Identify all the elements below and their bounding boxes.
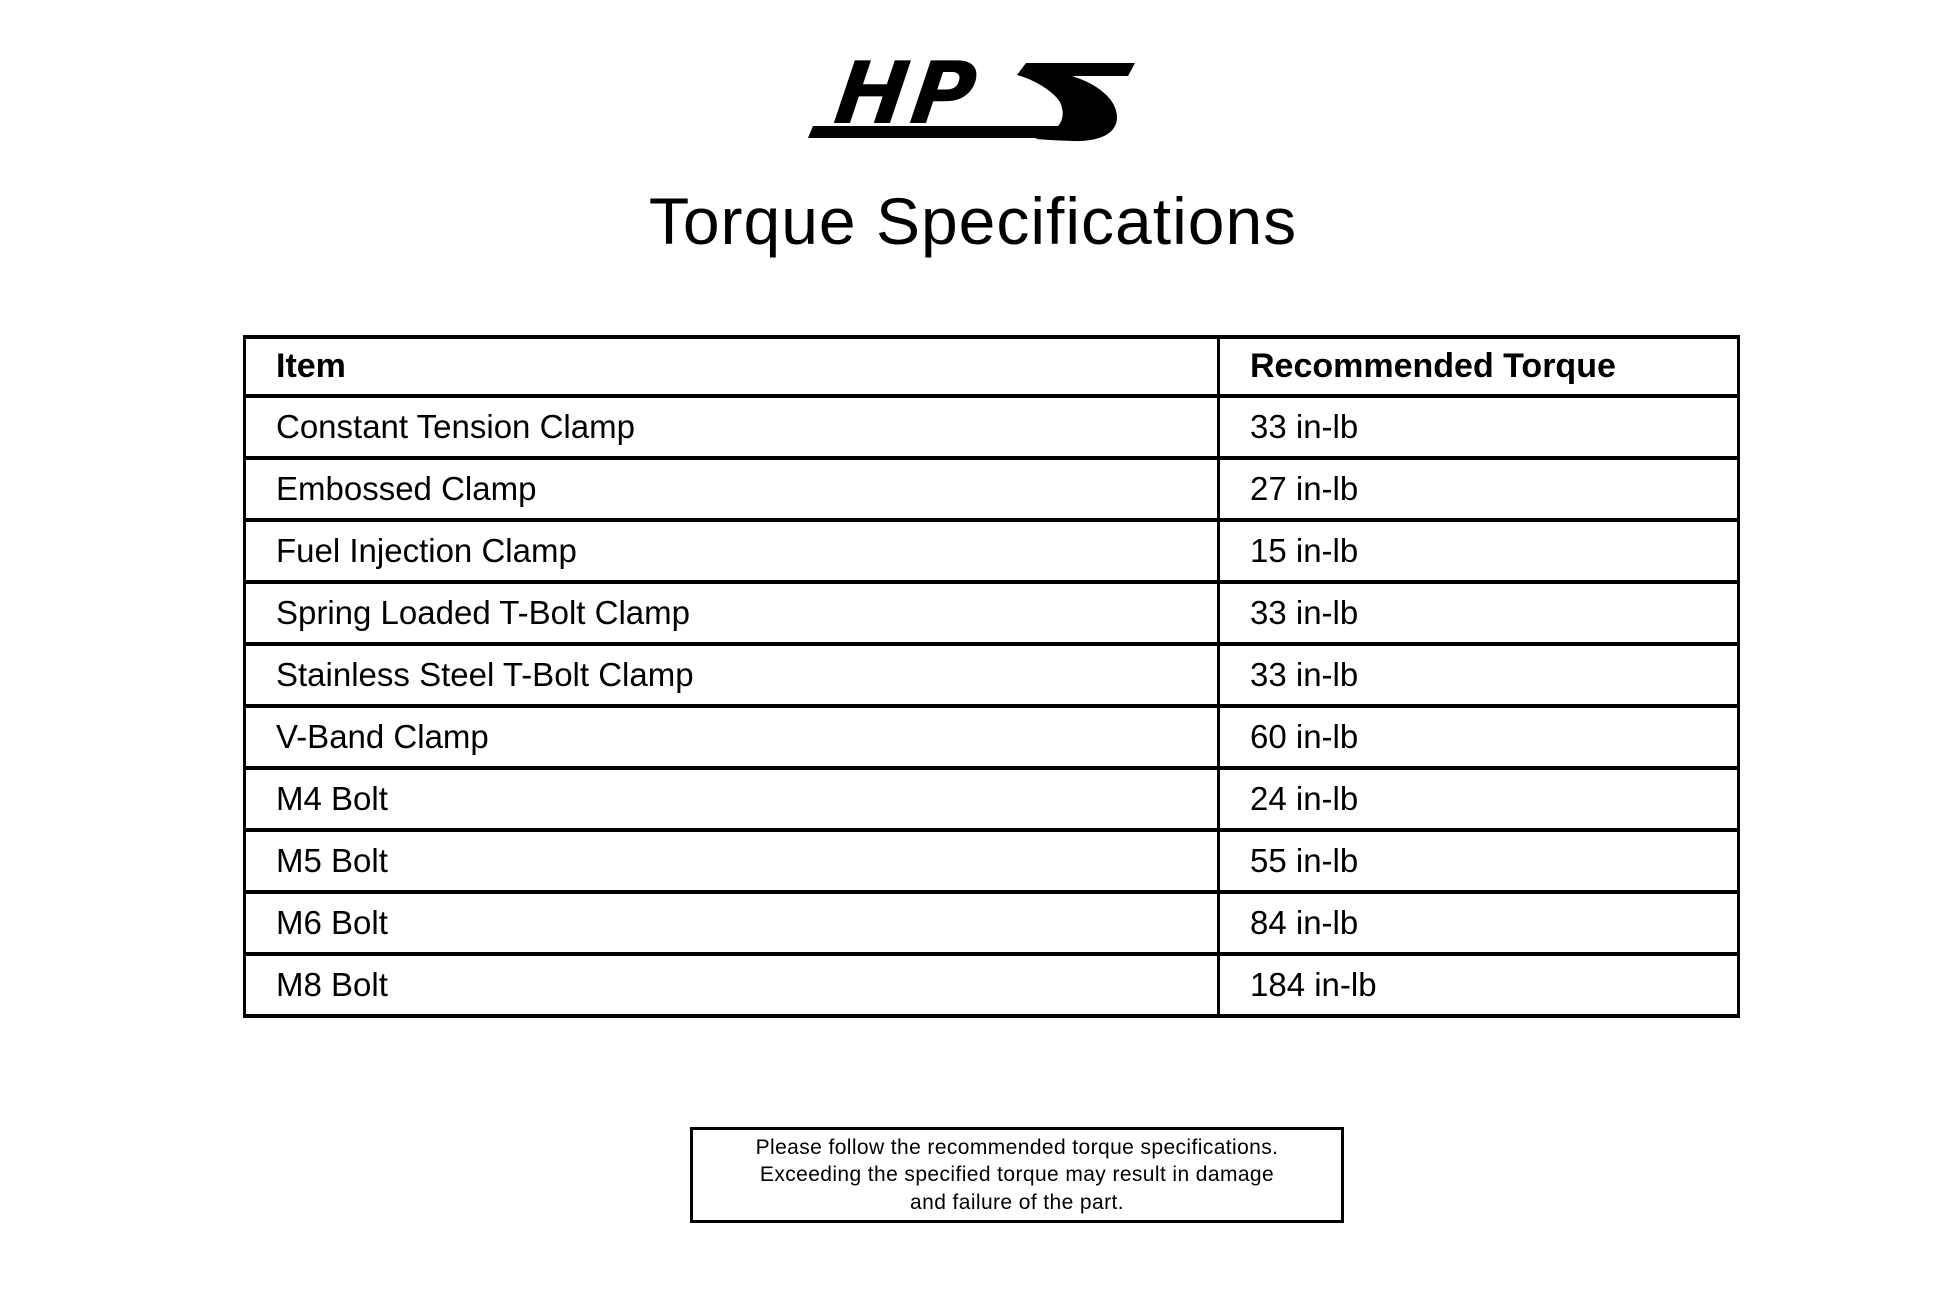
cell-torque: 84 in-lb: [1217, 890, 1740, 956]
cell-item: Constant Tension Clamp: [243, 394, 1220, 460]
table-row: M8 Bolt 184 in-lb: [243, 952, 1740, 1018]
torque-warning-note: Please follow the recommended torque spe…: [690, 1127, 1344, 1223]
table-header-row: Item Recommended Torque: [243, 335, 1740, 398]
cell-torque: 60 in-lb: [1217, 704, 1740, 770]
cell-torque: 27 in-lb: [1217, 456, 1740, 522]
cell-item: Fuel Injection Clamp: [243, 518, 1220, 584]
table-row: M4 Bolt 24 in-lb: [243, 766, 1740, 832]
header-recommended-torque: Recommended Torque: [1217, 335, 1740, 398]
cell-item: Spring Loaded T-Bolt Clamp: [243, 580, 1220, 646]
cell-item: M5 Bolt: [243, 828, 1220, 894]
page-title: Torque Specifications: [648, 184, 1298, 258]
table-row: Fuel Injection Clamp 15 in-lb: [243, 518, 1740, 584]
table-body: Constant Tension Clamp 33 in-lb Embossed C…: [243, 394, 1740, 1018]
note-line: Please follow the recommended torque spe…: [755, 1135, 1279, 1159]
cell-torque: 33 in-lb: [1217, 394, 1740, 460]
note-line: Exceeding the specified torque may resul…: [759, 1163, 1275, 1187]
cell-torque: 184 in-lb: [1217, 952, 1740, 1018]
cell-torque: 15 in-lb: [1217, 518, 1740, 584]
cell-item: Stainless Steel T-Bolt Clamp: [243, 642, 1220, 708]
table-row: M6 Bolt 84 in-lb: [243, 890, 1740, 956]
cell-item: M6 Bolt: [243, 890, 1220, 956]
cell-item: M8 Bolt: [243, 952, 1220, 1018]
note-line: and failure of the part.: [910, 1190, 1124, 1214]
table-row: Embossed Clamp 27 in-lb: [243, 456, 1740, 522]
cell-torque: 33 in-lb: [1217, 580, 1740, 646]
cell-item: V-Band Clamp: [243, 704, 1220, 770]
logo-underline: [808, 126, 1062, 138]
cell-item: Embossed Clamp: [243, 456, 1220, 522]
header-item: Item: [243, 335, 1220, 398]
torque-table: Item Recommended Torque Constant Tension…: [243, 335, 1740, 1018]
cell-item: M4 Bolt: [243, 766, 1220, 832]
table-row: Stainless Steel T-Bolt Clamp 33 in-lb: [243, 642, 1740, 708]
cell-torque: 24 in-lb: [1217, 766, 1740, 832]
hps-logo: HP: [808, 50, 1135, 144]
cell-torque: 33 in-lb: [1217, 642, 1740, 708]
cell-torque: 55 in-lb: [1217, 828, 1740, 894]
logo-letter-s-swoosh: [1017, 63, 1135, 142]
table-row: V-Band Clamp 60 in-lb: [243, 704, 1740, 770]
table-row: Spring Loaded T-Bolt Clamp 33 in-lb: [243, 580, 1740, 646]
table-row: M5 Bolt 55 in-lb: [243, 828, 1740, 894]
table-row: Constant Tension Clamp 33 in-lb: [243, 394, 1740, 460]
